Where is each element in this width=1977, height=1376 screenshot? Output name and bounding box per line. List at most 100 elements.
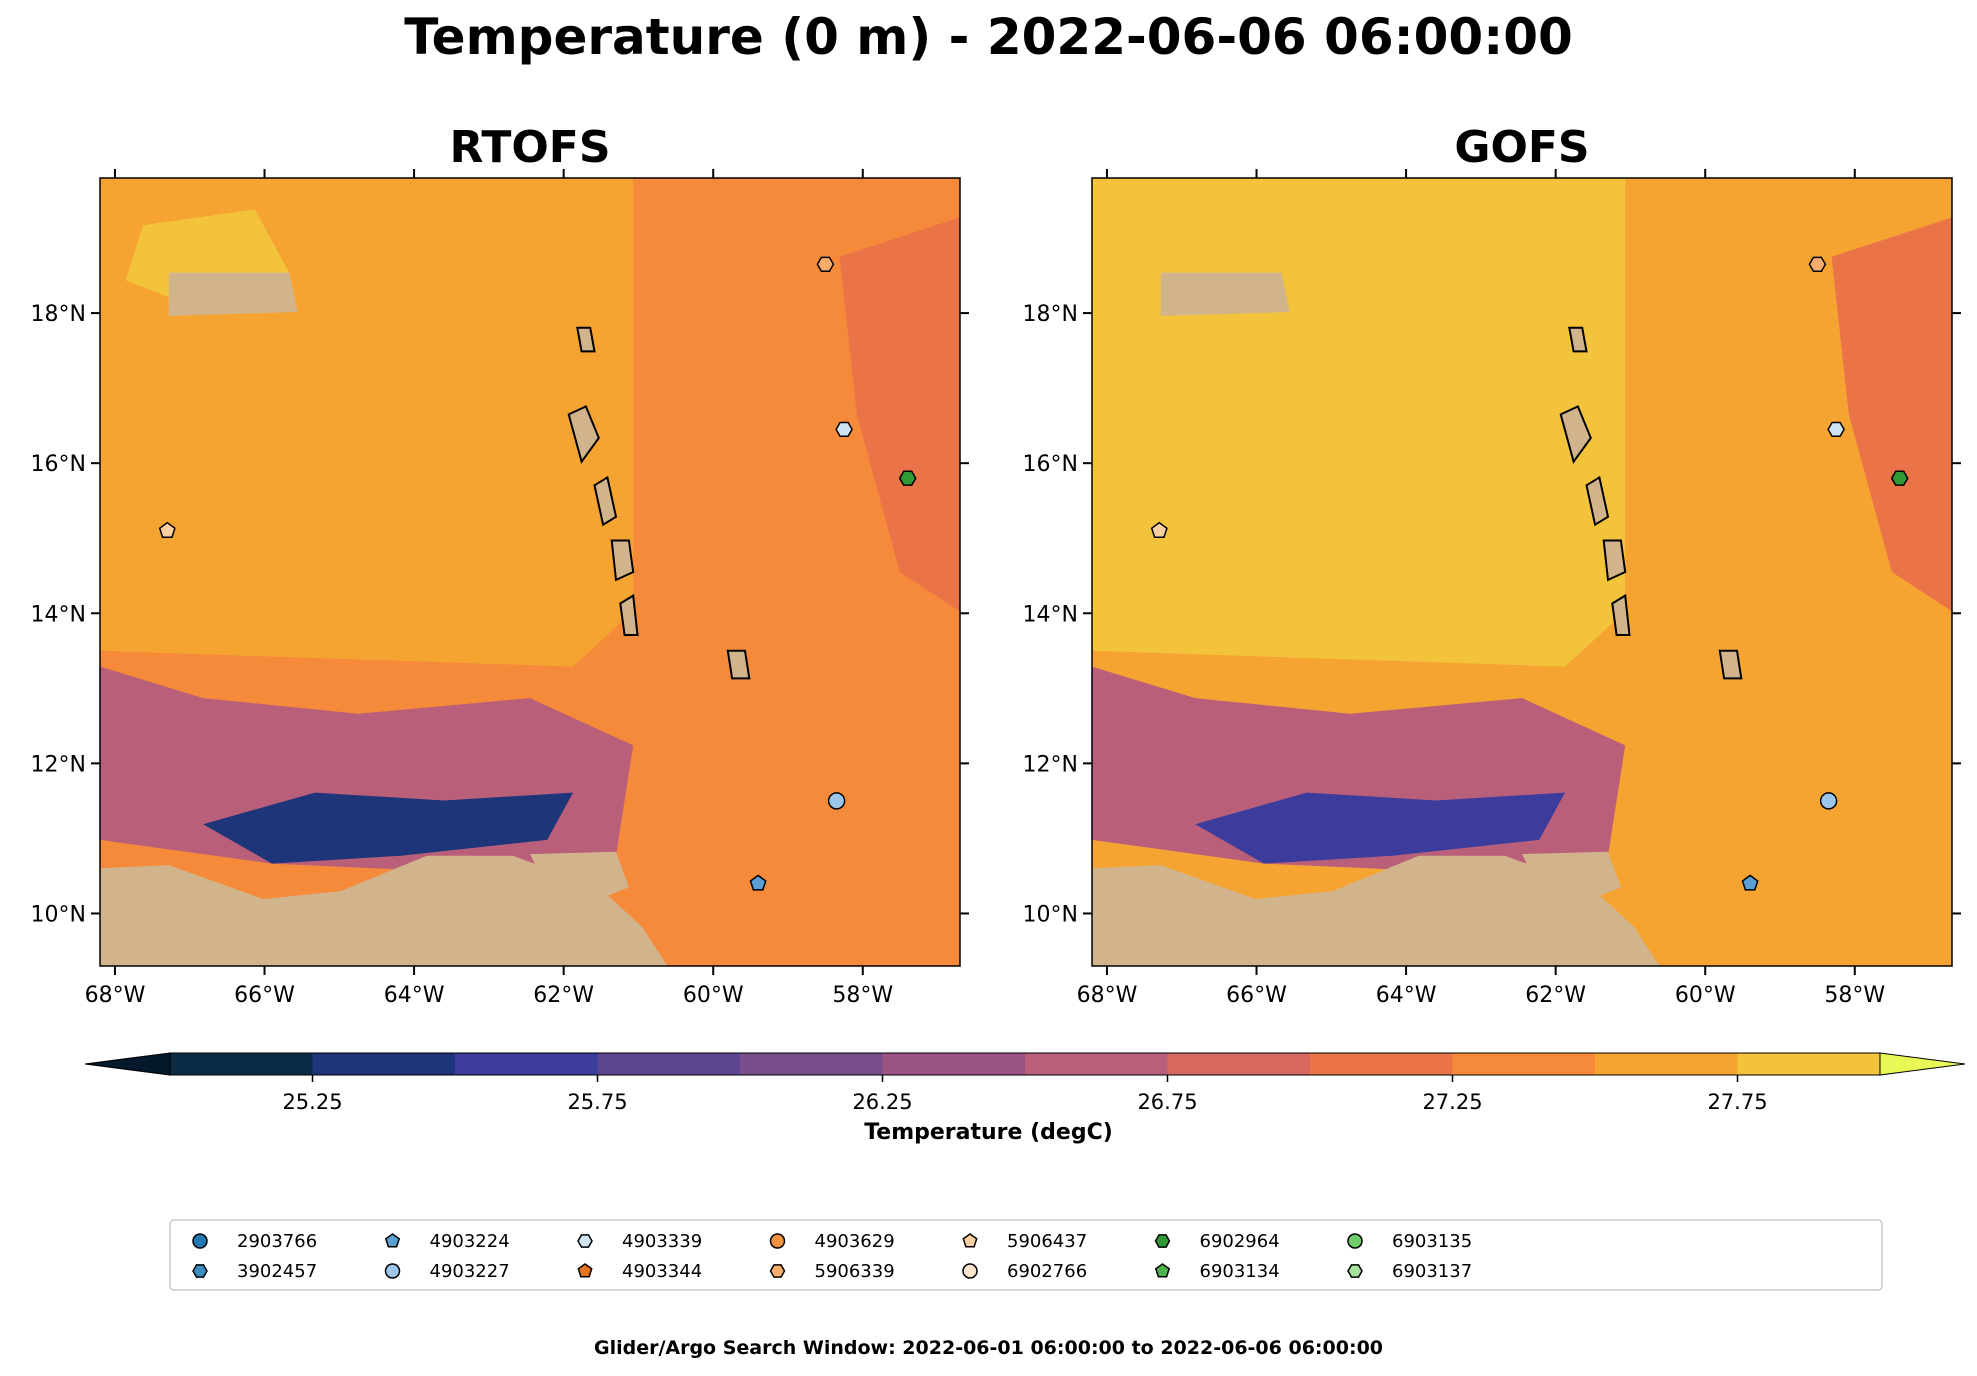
- y-tick-label: 10°N: [1023, 902, 1078, 927]
- colorbar-under-arrow: [84, 1052, 171, 1076]
- x-tick-label: 60°W: [683, 983, 744, 1008]
- argo-marker-6902964: [898, 470, 917, 486]
- colorbar-tick-label: 27.25: [1422, 1090, 1482, 1114]
- legend-label: 4903629: [815, 1231, 895, 1252]
- legend-label: 5906339: [815, 1261, 895, 1282]
- legend-marker-4903227: [384, 1263, 401, 1279]
- colorbar-tick-label: 26.75: [1137, 1090, 1197, 1114]
- legend-marker-6902766: [962, 1263, 978, 1279]
- legend-item: 6903137: [1347, 1261, 1472, 1282]
- y-tick-label: 18°N: [1023, 302, 1078, 327]
- argo-marker-6902964: [1890, 470, 1909, 486]
- argo-marker-4903227: [1819, 792, 1838, 810]
- legend-item: 5906437: [962, 1231, 1087, 1252]
- legend-marker-3902457: [192, 1264, 208, 1278]
- figure-title: Temperature (0 m) - 2022-06-06 06:00:00: [404, 8, 1573, 66]
- legend-label: 3902457: [237, 1261, 317, 1282]
- legend-item: 5906339: [769, 1261, 895, 1282]
- colorbar-segment: [1737, 1053, 1881, 1075]
- colorbar-segment: [1167, 1053, 1311, 1075]
- legend-label: 6903134: [1200, 1261, 1280, 1282]
- colorbar: 25.25 25.75 26.25 26.75 27.25 27.75: [84, 1052, 1966, 1114]
- legend-item: 4903629: [769, 1231, 895, 1252]
- legend-label: 5906437: [1007, 1231, 1087, 1252]
- panel-frame: [99, 177, 961, 967]
- land-island: [1718, 649, 1743, 680]
- legend-item: 2903766: [192, 1231, 317, 1252]
- colorbar-segment: [740, 1053, 883, 1075]
- colorbar-segment: [597, 1053, 741, 1075]
- legend-marker-4903344: [577, 1263, 593, 1278]
- legend-label: 4903224: [430, 1231, 510, 1252]
- colorbar-segment: [1025, 1053, 1168, 1075]
- legend-frame: [169, 1219, 1883, 1291]
- legend-item: 6903135: [1347, 1231, 1472, 1252]
- field-cold-core: [1195, 792, 1565, 864]
- x-tick-label: 66°W: [1226, 983, 1287, 1008]
- land-trinidad: [1522, 851, 1621, 903]
- argo-marker-4903227: [827, 792, 846, 810]
- land-island: [567, 405, 600, 464]
- legend: 2903766 3902457 4903224 4903227 4903339 49033…: [169, 1219, 1883, 1291]
- colorbar-over-arrow: [1879, 1052, 1966, 1076]
- panel-frame: [1091, 177, 1953, 967]
- colorbar-segment: [1310, 1053, 1453, 1075]
- y-tick-label: 16°N: [31, 452, 86, 477]
- legend-item: 3902457: [192, 1261, 317, 1282]
- argo-marker-4903224: [749, 874, 767, 891]
- land-south-america: [100, 855, 668, 966]
- y-tick-label: 12°N: [1023, 752, 1078, 777]
- y-tick-label: 12°N: [31, 752, 86, 777]
- y-tick-label: 10°N: [31, 902, 86, 927]
- legend-marker-4903339: [577, 1234, 593, 1248]
- legend-label: 4903227: [430, 1261, 510, 1282]
- colorbar-tick-label: 25.25: [282, 1090, 342, 1114]
- argo-marker-5906339: [1808, 256, 1827, 272]
- argo-marker-5906437: [1150, 521, 1168, 538]
- panel-rtofs: 68°W 66°W 64°W 62°W 60°W 58°W 10°N 12°N 14°N 16°N…: [31, 169, 969, 1008]
- legend-marker-6903134: [1154, 1263, 1171, 1278]
- legend-item: 4903227: [384, 1261, 510, 1282]
- land-island: [726, 649, 751, 680]
- colorbar-label: Temperature (degC): [864, 1120, 1113, 1145]
- colorbar-segment: [882, 1053, 1026, 1075]
- x-tick-label: 62°W: [533, 983, 594, 1008]
- x-tick-label: 60°W: [1675, 983, 1736, 1008]
- colorbar-tick-label: 26.25: [852, 1090, 912, 1114]
- y-tick-label: 18°N: [31, 302, 86, 327]
- legend-label: 6903135: [1392, 1231, 1472, 1252]
- legend-item: 6902964: [1154, 1231, 1280, 1252]
- argo-marker-5906437: [158, 521, 176, 538]
- temperature-field: [1092, 178, 1952, 966]
- panel-gofs: 68°W 66°W 64°W 62°W 60°W 58°W 10°N 12°N 14°N 16°N…: [1023, 169, 1961, 1008]
- legend-marker-4903224: [384, 1233, 401, 1248]
- legend-label: 2903766: [237, 1231, 317, 1252]
- colorbar-tick-label: 25.75: [567, 1090, 627, 1114]
- legend-item: 4903344: [577, 1261, 702, 1282]
- land-island: [1559, 405, 1592, 464]
- legend-label: 4903339: [622, 1231, 702, 1252]
- panel-title-gofs: GOFS: [1454, 122, 1590, 173]
- land-puerto-rico: [1160, 272, 1290, 316]
- panel-title-rtofs: RTOFS: [449, 122, 611, 173]
- colorbar-tick-label: 27.75: [1707, 1090, 1767, 1114]
- argo-marker-4903339: [835, 421, 853, 438]
- x-tick-label: 58°W: [1824, 983, 1885, 1008]
- land-island: [1568, 326, 1588, 353]
- y-tick-label: 16°N: [1023, 452, 1078, 477]
- x-tick-label: 64°W: [1376, 983, 1437, 1008]
- x-tick-label: 68°W: [1077, 983, 1138, 1008]
- legend-marker-6903135: [1347, 1233, 1363, 1249]
- y-tick-label: 14°N: [1023, 602, 1078, 627]
- field-cold-core: [203, 792, 573, 864]
- argo-marker-4903224: [1741, 874, 1759, 891]
- colorbar-segment: [170, 1053, 313, 1075]
- legend-marker-6903137: [1347, 1264, 1363, 1278]
- x-tick-label: 68°W: [85, 983, 146, 1008]
- field-cool-east: [1831, 217, 1952, 612]
- legend-marker-6902964: [1154, 1234, 1171, 1248]
- legend-item: 4903224: [384, 1231, 510, 1252]
- land-island: [619, 593, 639, 636]
- legend-item: 6902766: [962, 1261, 1087, 1282]
